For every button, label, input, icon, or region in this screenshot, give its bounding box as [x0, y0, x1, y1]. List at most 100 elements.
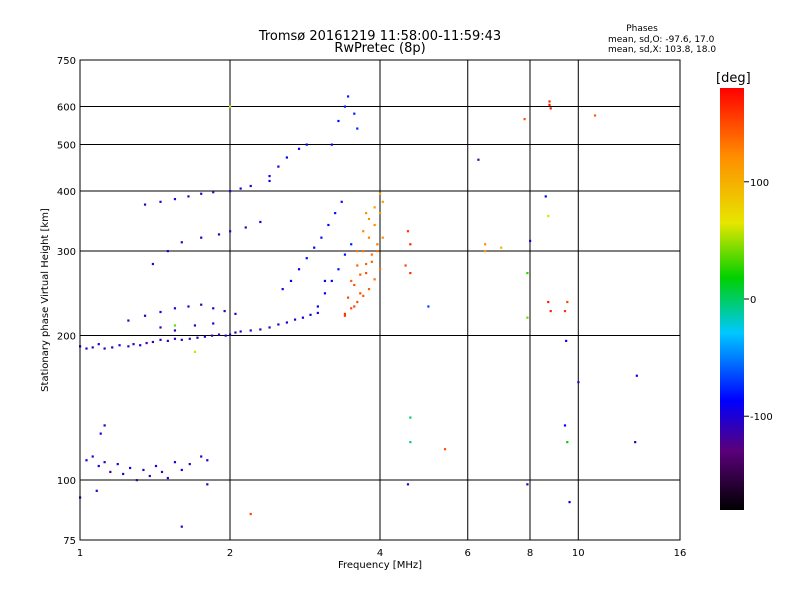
data-point — [373, 206, 376, 209]
data-point — [135, 479, 138, 482]
data-point — [268, 179, 271, 183]
data-point — [244, 226, 247, 229]
data-point — [268, 326, 271, 329]
data-point — [526, 316, 529, 319]
data-point — [365, 262, 368, 266]
chart-title: Tromsø 20161219 11:58:00-11:59:43 — [258, 29, 501, 44]
data-point — [343, 312, 347, 315]
data-point — [337, 268, 340, 271]
x-tick-label: 10 — [572, 548, 585, 559]
data-point — [365, 212, 368, 215]
data-point — [565, 339, 568, 343]
data-point — [159, 310, 162, 314]
data-point — [97, 343, 100, 346]
data-point — [568, 500, 571, 504]
data-point — [323, 279, 327, 283]
data-point — [99, 432, 102, 435]
data-point — [203, 335, 206, 338]
data-point — [548, 103, 551, 106]
data-point — [477, 158, 480, 161]
legend-line-o: mean, sd,O: -97.6, 17.0 — [608, 35, 715, 45]
data-point — [297, 147, 301, 150]
data-point — [343, 105, 347, 108]
y-tick-label: 300 — [57, 247, 76, 258]
data-point — [160, 470, 164, 474]
data-point — [118, 344, 121, 347]
data-point — [129, 466, 132, 470]
plot-frame — [79, 59, 681, 541]
x-tick-label: 4 — [377, 548, 383, 559]
data-point — [187, 195, 190, 198]
data-points — [79, 95, 638, 528]
data-point — [362, 250, 365, 253]
data-point — [206, 459, 209, 462]
data-point — [180, 468, 183, 472]
data-point — [379, 268, 382, 271]
data-point — [234, 312, 237, 315]
y-tick-label: 75 — [63, 536, 76, 547]
data-point — [381, 200, 384, 203]
data-point — [563, 424, 567, 427]
data-point — [103, 424, 106, 427]
data-point — [367, 288, 371, 291]
legend-line-x: mean, sd,X: 103.8, 18.0 — [608, 45, 716, 55]
data-point — [173, 329, 177, 332]
data-point — [142, 468, 145, 472]
data-point — [544, 195, 547, 198]
data-point — [547, 214, 550, 218]
y-tick-label: 200 — [57, 332, 76, 343]
data-point — [320, 236, 323, 239]
data-point — [343, 253, 347, 256]
data-point — [593, 114, 597, 117]
data-point — [316, 305, 319, 308]
data-point — [305, 143, 308, 146]
data-point — [373, 223, 376, 227]
data-point — [173, 337, 177, 340]
data-point — [406, 230, 410, 233]
data-point — [143, 314, 147, 317]
x-tick-label: 8 — [527, 548, 533, 559]
data-point — [484, 243, 487, 246]
data-point — [249, 184, 252, 188]
data-point — [381, 236, 384, 239]
data-point — [376, 243, 379, 246]
data-point — [350, 243, 353, 246]
data-point — [85, 347, 88, 350]
data-point — [91, 346, 94, 349]
data-point — [173, 307, 177, 310]
data-point — [367, 236, 371, 239]
data-point — [373, 278, 376, 281]
data-point — [188, 337, 191, 340]
data-point — [180, 338, 183, 341]
data-point — [173, 324, 177, 327]
data-point — [193, 324, 197, 327]
data-point — [549, 107, 552, 110]
data-point — [634, 441, 637, 444]
data-point — [309, 313, 312, 316]
data-point — [217, 233, 221, 236]
chart-subtitle: RwPretec (8p) — [334, 41, 425, 56]
data-point — [148, 474, 151, 478]
data-point — [346, 296, 350, 299]
data-point — [229, 190, 232, 193]
data-point — [97, 464, 100, 468]
data-point — [109, 470, 112, 474]
data-point — [547, 300, 550, 304]
x-tick-label: 1 — [77, 548, 83, 559]
data-point — [249, 329, 252, 332]
grid-lines — [80, 60, 680, 540]
data-point — [340, 200, 343, 203]
data-point — [409, 416, 412, 419]
data-point — [281, 288, 284, 291]
y-tick-label: 500 — [57, 141, 76, 152]
data-point — [180, 525, 183, 528]
data-point — [526, 271, 529, 275]
data-point — [427, 305, 430, 308]
data-point — [343, 314, 347, 317]
data-point — [297, 268, 301, 271]
data-point — [327, 223, 330, 227]
data-point — [259, 328, 262, 331]
data-point — [159, 326, 162, 329]
data-point — [239, 330, 242, 333]
data-point — [362, 230, 365, 233]
